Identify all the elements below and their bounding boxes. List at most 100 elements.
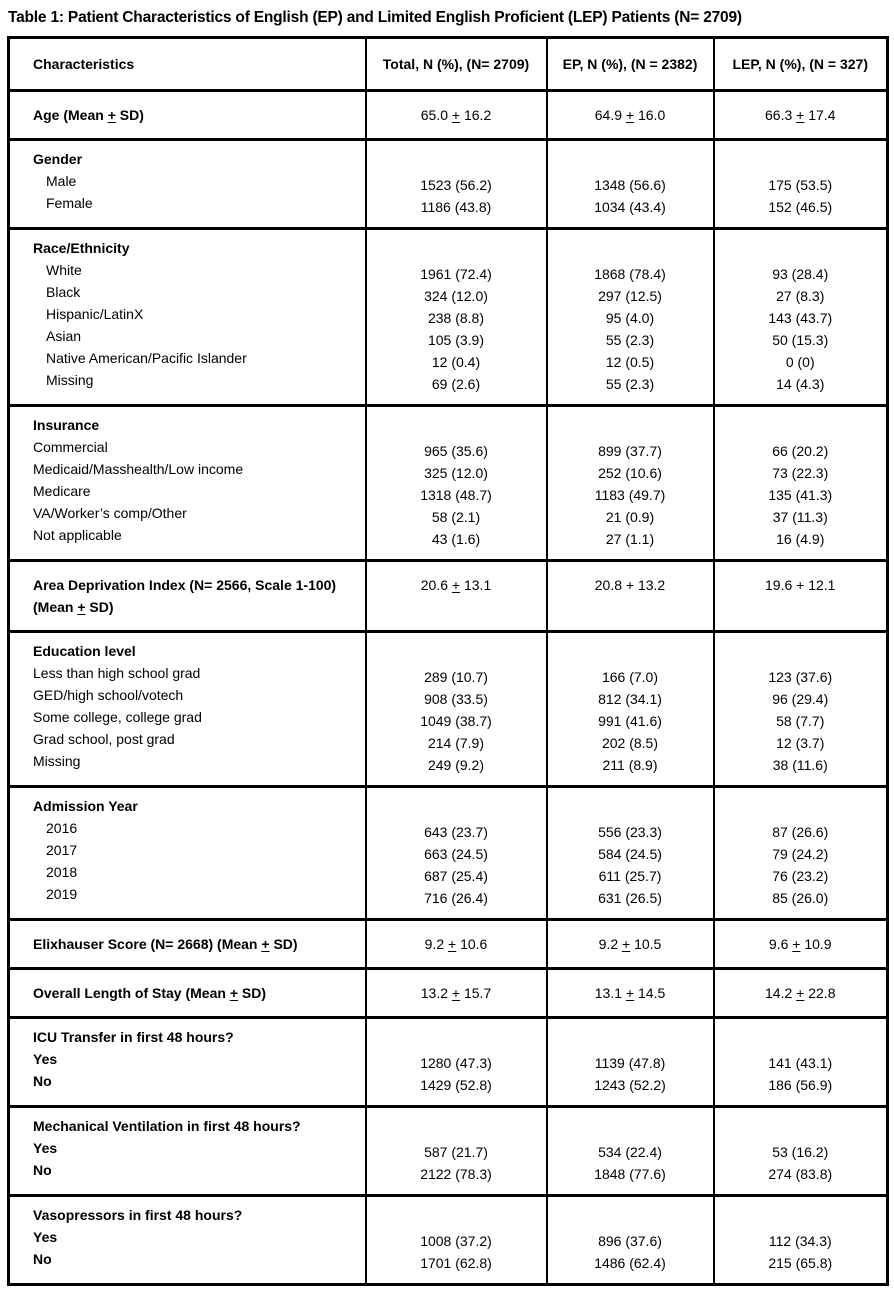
spacer-line bbox=[719, 644, 883, 666]
value-cell: 965 (35.6) 325 (12.0) 1318 (48.7) 58 (2.1) 4… bbox=[364, 404, 548, 562]
cell-value: 175 (53.5) bbox=[768, 177, 833, 193]
cell-value: 12 (3.7) bbox=[776, 735, 825, 751]
value-cell: 9.6 + 10.9 bbox=[712, 918, 889, 970]
cell-value: 1486 (62.4) bbox=[594, 1255, 666, 1271]
item-label: No bbox=[33, 1073, 52, 1089]
cell-value: 21 (0.9) bbox=[605, 509, 655, 525]
spacer-line bbox=[371, 152, 542, 174]
cell-value: 289 (10.7) bbox=[424, 669, 488, 685]
cell-value: 1701 (62.8) bbox=[420, 1255, 492, 1271]
spacer-line bbox=[371, 1119, 542, 1141]
cell-value: 238 (8.8) bbox=[427, 310, 485, 326]
column-header-characteristics: Characteristics bbox=[7, 36, 367, 92]
cell-value: 55 (2.3) bbox=[605, 332, 655, 348]
group-label: Insurance bbox=[33, 417, 100, 433]
value-cell: 1348 (56.6) 1034 (43.4) bbox=[545, 138, 715, 230]
value-cell: 556 (23.3) 584 (24.5) 611 (25.7) 631 (26.5) bbox=[545, 785, 715, 921]
cell-value: 37 (11.3) bbox=[772, 509, 828, 525]
cell-value: 27 (8.3) bbox=[776, 288, 825, 304]
row-label-cell: Elixhauser Score (N= 2668) (Mean + SD) bbox=[7, 918, 367, 970]
spacer-line bbox=[719, 799, 883, 821]
value-cell: 1868 (78.4) 297 (12.5) 95 (4.0) 55 (2.3) 12 … bbox=[545, 227, 715, 407]
cell-value: 899 (37.7) bbox=[598, 443, 662, 459]
row-label-cell: Mechanical Ventilation in first 48 hours… bbox=[7, 1105, 367, 1197]
value-cell: 19.6 + 12.1 bbox=[712, 559, 889, 633]
cell-value: 27 (1.1) bbox=[605, 531, 655, 547]
cell-value: 631 (26.5) bbox=[598, 890, 662, 906]
item-label: Missing bbox=[33, 753, 81, 769]
table-body: Age (Mean + SD) 65.0 + 16.2 64.9 + 16.0 66.… bbox=[7, 89, 889, 1286]
cell-value: 274 (83.8) bbox=[768, 1166, 833, 1182]
plus-minus-sign: + bbox=[107, 107, 116, 123]
cell-value: 325 (12.0) bbox=[424, 465, 488, 481]
cell-value: 215 (65.8) bbox=[768, 1255, 833, 1271]
item-label: White bbox=[46, 262, 82, 278]
cell-value: 643 (23.7) bbox=[424, 824, 488, 840]
value-cell: 1961 (72.4) 324 (12.0) 238 (8.8) 105 (3.9) 1… bbox=[364, 227, 548, 407]
item-label: Missing bbox=[46, 372, 94, 388]
item-label: Male bbox=[46, 173, 77, 189]
cell-value: 991 (41.6) bbox=[598, 713, 662, 729]
value-cell: 20.8 + 13.2 bbox=[545, 559, 715, 633]
row-label: Overall Length of Stay (Mean + SD) bbox=[33, 985, 267, 1001]
cell-value: 2122 (78.3) bbox=[420, 1166, 492, 1182]
cell-value: 1318 (48.7) bbox=[420, 487, 492, 503]
cell-value: 55 (2.3) bbox=[605, 376, 655, 392]
value-cell: 65.0 + 16.2 bbox=[364, 89, 548, 141]
group-label: ICU Transfer in first 48 hours? bbox=[33, 1029, 234, 1045]
cell-value: 663 (24.5) bbox=[424, 846, 488, 862]
cell-value: 1848 (77.6) bbox=[594, 1166, 666, 1182]
cell-value: 1523 (56.2) bbox=[420, 177, 492, 193]
cell-value: 12 (0.5) bbox=[605, 354, 655, 370]
item-label: No bbox=[33, 1251, 52, 1267]
group-label: Education level bbox=[33, 643, 136, 659]
group-label: Mechanical Ventilation in first 48 hours… bbox=[33, 1118, 301, 1134]
item-label: 2019 bbox=[46, 886, 78, 902]
table-row: Gender Male Female 1523 (56.2) 1186 (43.8) … bbox=[7, 138, 889, 230]
cell-value: 96 (29.4) bbox=[772, 691, 829, 707]
item-label: Medicare bbox=[33, 483, 91, 499]
cell-value: 297 (12.5) bbox=[598, 288, 662, 304]
row-label: Elixhauser Score (N= 2668) (Mean + SD) bbox=[33, 936, 298, 952]
cell-value: 58 (7.7) bbox=[776, 713, 825, 729]
cell-value: 143 (43.7) bbox=[768, 310, 833, 326]
plus-minus-sign: + bbox=[622, 936, 631, 952]
cell-value: 1348 (56.6) bbox=[594, 177, 666, 193]
row-label-cell: Insurance Commercial Medicaid/Masshealth/L… bbox=[7, 404, 367, 562]
cell-value: 1280 (47.3) bbox=[420, 1055, 492, 1071]
cell-value: 211 (8.9) bbox=[602, 757, 658, 773]
group-label: Vasopressors in first 48 hours? bbox=[33, 1207, 243, 1223]
value-cell: 1008 (37.2) 1701 (62.8) bbox=[364, 1194, 548, 1286]
table-row: Area Deprivation Index (N= 2566, Scale 1… bbox=[7, 559, 889, 633]
value-cell: 141 (43.1) 186 (56.9) bbox=[712, 1016, 889, 1108]
row-label-cell: ICU Transfer in first 48 hours? Yes No bbox=[7, 1016, 367, 1108]
spacer-line bbox=[371, 1208, 542, 1230]
value-cell: 1523 (56.2) 1186 (43.8) bbox=[364, 138, 548, 230]
value-cell: 289 (10.7) 908 (33.5) 1049 (38.7) 214 (7.9)… bbox=[364, 630, 548, 788]
value-cell: 14.2 + 22.8 bbox=[712, 967, 889, 1019]
table-row: Mechanical Ventilation in first 48 hours… bbox=[7, 1105, 889, 1197]
spacer-line bbox=[552, 152, 709, 174]
cell-value: 584 (24.5) bbox=[598, 846, 662, 862]
spacer-line bbox=[371, 418, 542, 440]
cell-value: 19.6 + 12.1 bbox=[765, 577, 836, 593]
plus-minus-sign: + bbox=[451, 107, 461, 123]
cell-value: 252 (10.6) bbox=[598, 465, 662, 481]
cell-value: 908 (33.5) bbox=[424, 691, 488, 707]
item-label: 2017 bbox=[46, 842, 78, 858]
cell-value: 556 (23.3) bbox=[598, 824, 662, 840]
cell-value: 135 (41.3) bbox=[768, 487, 833, 503]
plus-minus-sign: + bbox=[625, 107, 635, 123]
plus-minus-sign: + bbox=[229, 985, 239, 1001]
cell-value: 50 (15.3) bbox=[772, 332, 829, 348]
item-label: Native American/Pacific Islander bbox=[46, 350, 247, 366]
item-label: Yes bbox=[33, 1229, 58, 1245]
cell-value: 76 (23.2) bbox=[772, 868, 829, 884]
plus-minus-sign: + bbox=[451, 577, 461, 593]
cell-value: 587 (21.7) bbox=[424, 1144, 488, 1160]
spacer-line bbox=[719, 1030, 883, 1052]
cell-value: 13.2 + 15.7 bbox=[420, 985, 492, 1001]
value-cell: 13.1 + 14.5 bbox=[545, 967, 715, 1019]
value-cell: 1139 (47.8) 1243 (52.2) bbox=[545, 1016, 715, 1108]
